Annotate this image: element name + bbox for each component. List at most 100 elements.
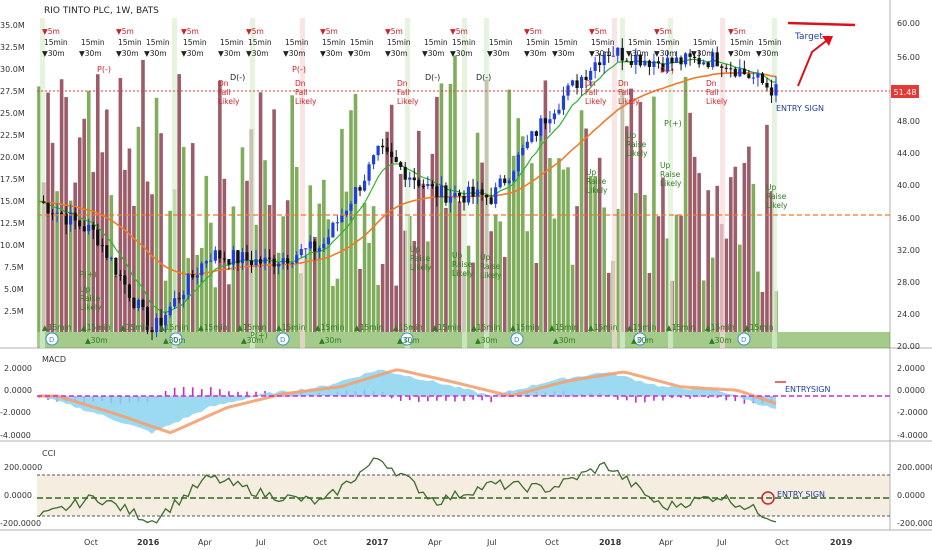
macd-histogram-bar: [418, 396, 420, 402]
volume-bar: [507, 89, 512, 332]
candle-body: [344, 210, 349, 216]
volume-bar: [389, 104, 394, 333]
candle-body: [218, 250, 222, 259]
time-tick: Apr: [198, 538, 213, 547]
time-tick: 2019: [830, 538, 853, 547]
price-tick: 24.00: [897, 310, 920, 319]
volume-bar: [362, 202, 367, 332]
volume-bar: [218, 80, 222, 332]
tf-5m-label: ▼5m: [654, 27, 672, 36]
volume-tick: 5.0M: [4, 285, 24, 294]
volume-bar: [313, 236, 317, 332]
dn-fall-likely-label: Fall: [706, 88, 718, 97]
candle-body: [132, 297, 136, 308]
candle-body: [322, 243, 326, 249]
up-raise-likely-label: Likely: [626, 149, 648, 158]
candle-body: [286, 258, 290, 264]
volume-bar: [227, 284, 231, 332]
macd-histogram-bar: [390, 396, 393, 399]
tf-30m-label: ▼30m: [116, 49, 139, 58]
candle-body: [353, 187, 358, 204]
candle-body: [417, 180, 421, 187]
macd-histogram-bar: [662, 396, 664, 401]
time-axis[interactable]: Oct 2016 Apr Jul Oct 2017 Apr Jul Oct 20…: [84, 538, 853, 547]
candle-body: [399, 162, 403, 167]
price-axis[interactable]: 20.00 24.00 28.00 32.00 36.00 40.00 44.0…: [897, 19, 920, 351]
tf-15min-up-label: ▲15min: [627, 323, 657, 332]
candle-body: [127, 284, 132, 298]
tf-30m-label: ▼30m: [524, 49, 547, 58]
volume-bar: [742, 162, 747, 332]
volume-bar: [195, 254, 200, 332]
volume-tick: 22.5M: [0, 131, 25, 140]
candle-body: [503, 178, 507, 184]
candle-body: [385, 147, 389, 152]
candle-body: [254, 259, 258, 266]
dn-fall-likely-label: Fall: [585, 88, 597, 97]
candle-body: [702, 62, 706, 65]
macd-histogram-bar: [246, 391, 248, 397]
volume-bar: [326, 219, 331, 332]
candle-body: [362, 180, 367, 191]
candle-body: [367, 164, 371, 181]
candle-body: [765, 82, 769, 88]
tf-30m-label: ▼30m: [385, 49, 408, 58]
candle-body: [661, 63, 665, 72]
volume-bar: [380, 264, 385, 332]
tf-30m-label: ▼30m: [589, 49, 612, 58]
d-minus-label: D(-): [230, 73, 245, 82]
up-raise-likely-label: Up: [586, 168, 596, 177]
cci-tick: 200.0000: [4, 463, 42, 472]
volume-bar: [398, 173, 403, 332]
price-tick: 48.00: [897, 117, 920, 126]
volume-bar: [624, 126, 629, 332]
tf-15min-label: 15min: [730, 38, 754, 47]
tf-15min-label: 15min: [220, 38, 244, 47]
volume-bar: [290, 95, 295, 332]
volume-bar: [59, 79, 64, 332]
volume-bar: [353, 93, 358, 332]
volume-bar: [86, 90, 91, 332]
macd-histogram-bar: [454, 396, 456, 402]
price-tick: 32.00: [897, 246, 920, 255]
macd-area: [39, 369, 776, 434]
candle-body: [263, 257, 267, 264]
time-tick: Apr: [428, 538, 443, 547]
price-tick: 20.00: [897, 342, 920, 351]
volume-bar: [145, 181, 150, 332]
volume-bar: [706, 190, 710, 332]
volume-bar: [534, 262, 539, 332]
volume-bar: [769, 191, 774, 332]
up-raise-likely-label: Likely: [586, 186, 608, 195]
up-raise-likely-label: Likely: [452, 269, 474, 278]
tf-30m-up-label: ▲30m: [631, 336, 654, 345]
candle-body: [720, 66, 724, 68]
volume-bar: [638, 101, 643, 332]
candle-body: [733, 68, 737, 77]
candle-body: [390, 151, 394, 157]
dn-fall-likely-label: Dn: [706, 79, 717, 88]
up-raise-likely-label: Up: [80, 285, 90, 294]
tf-15min-up-label: ▲15min: [159, 323, 189, 332]
candle-body: [756, 73, 760, 78]
candle-body: [394, 156, 398, 163]
volume-bar: [371, 206, 376, 332]
volume-bar: [728, 177, 733, 332]
candle-body: [760, 73, 765, 83]
candle-body: [453, 192, 457, 197]
candle-body: [670, 57, 674, 63]
macd-histogram-bar: [219, 389, 221, 397]
macd-histogram-bar: [463, 396, 465, 401]
candle-body: [46, 202, 50, 214]
candle-body: [408, 177, 412, 180]
volume-bar: [579, 110, 584, 332]
volume-bar: [412, 241, 417, 332]
candle-body: [579, 76, 584, 89]
signal-shade-band: [462, 18, 467, 348]
volume-bar: [539, 136, 543, 332]
volume-tick: 20.0M: [0, 153, 25, 162]
volume-bar: [765, 124, 769, 332]
tf-15min-up-label: ▲15min: [276, 323, 306, 332]
volume-bar: [376, 284, 380, 332]
